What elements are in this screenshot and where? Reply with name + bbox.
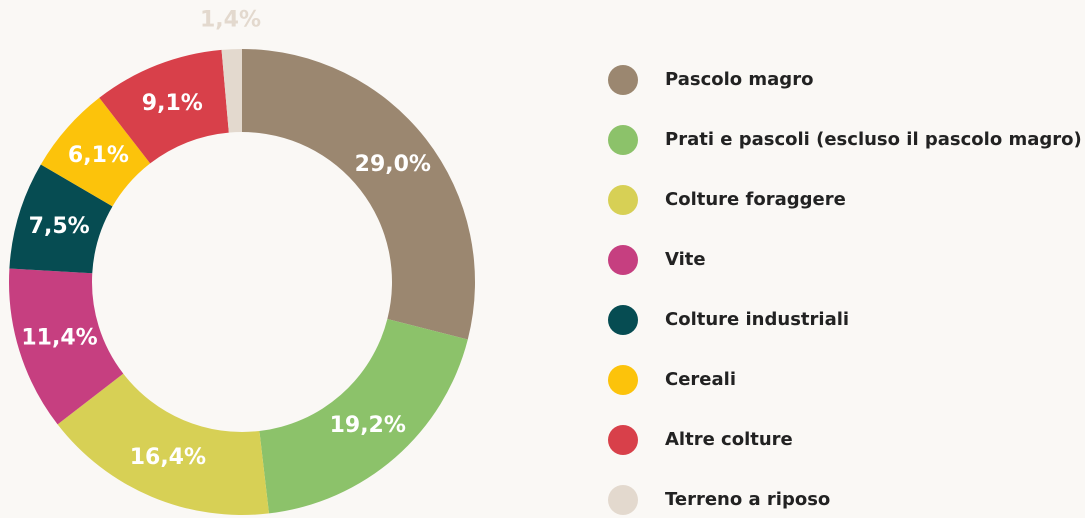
legend-swatch <box>608 185 638 215</box>
slice <box>40 97 151 207</box>
slice-label: 6,1% <box>68 143 129 168</box>
legend-label: Colture industriali <box>665 309 849 330</box>
legend-swatch <box>608 485 638 515</box>
legend-label: Vite <box>665 249 706 270</box>
slice <box>99 49 229 164</box>
slice <box>8 268 124 425</box>
slice <box>242 49 475 340</box>
slice-label: 9,1% <box>142 91 203 116</box>
legend-swatch <box>608 305 638 335</box>
slice <box>221 49 242 133</box>
slice-label: 11,4% <box>21 325 97 350</box>
legend-label: Terreno a riposo <box>665 489 830 510</box>
slice <box>9 164 113 274</box>
slice-label: 1,4% <box>200 7 261 32</box>
slice-label: 16,4% <box>130 445 206 470</box>
legend-swatch <box>608 425 638 455</box>
slice-label: 7,5% <box>29 214 90 239</box>
slice-label: 29,0% <box>355 152 431 177</box>
legend-swatch <box>608 125 638 155</box>
slice <box>57 373 269 515</box>
legend-label: Prati e pascoli (escluso il pascolo magr… <box>665 129 1082 150</box>
legend-swatch <box>608 65 638 95</box>
legend-swatch <box>608 365 638 395</box>
slice-label: 19,2% <box>330 413 406 438</box>
legend-label: Altre colture <box>665 429 793 450</box>
legend-swatch <box>608 245 638 275</box>
legend-label: Pascolo magro <box>665 69 813 90</box>
legend-label: Cereali <box>665 369 736 390</box>
legend-label: Colture foraggere <box>665 189 846 210</box>
slice <box>259 319 468 514</box>
